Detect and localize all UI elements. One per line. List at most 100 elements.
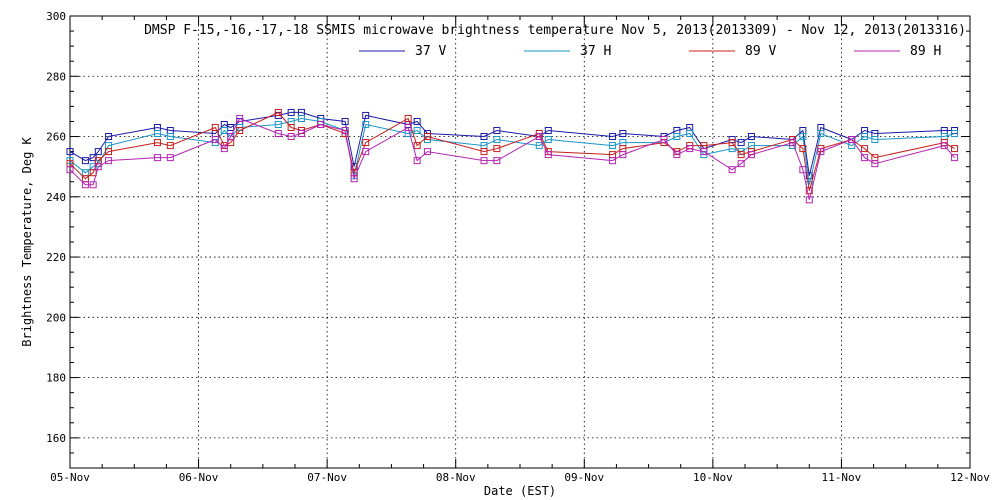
series-lines: [66, 108, 959, 204]
data-point-marker: [861, 145, 869, 153]
legend-label: 37 V: [415, 44, 446, 59]
y-axis-title: Brightness Temperature, Deg K: [20, 136, 34, 346]
data-point-marker: [297, 130, 305, 138]
data-point-marker: [81, 181, 89, 189]
chart-title: DMSP F-15,-16,-17,-18 SSMIS microwave br…: [144, 23, 966, 38]
x-tick-label: 05-Nov: [50, 471, 90, 484]
data-point-marker: [535, 142, 543, 150]
data-point-marker: [609, 142, 617, 150]
y-tick-label: 300: [46, 10, 66, 23]
data-point-marker: [287, 123, 295, 131]
data-point-marker: [805, 196, 813, 204]
data-point-marker: [951, 130, 959, 138]
data-point-marker: [362, 148, 370, 156]
data-point-marker: [350, 175, 358, 183]
data-point-marker: [66, 148, 74, 156]
legend-label: 89 V: [745, 44, 776, 59]
series-line: [69, 111, 955, 191]
y-tick-label: 260: [46, 131, 66, 144]
data-point-marker: [105, 148, 113, 156]
y-tick-label: 240: [46, 191, 66, 204]
x-tick-label: 12-Nov: [950, 471, 990, 484]
data-point-marker: [609, 133, 617, 141]
data-point-marker: [535, 133, 543, 141]
data-point-marker: [153, 130, 161, 138]
data-point-marker: [297, 114, 305, 122]
data-point-marker: [413, 157, 421, 165]
data-point-marker: [413, 142, 421, 150]
x-tick-label: 07-Nov: [307, 471, 347, 484]
data-point-marker: [166, 142, 174, 150]
grid: [70, 16, 970, 468]
data-point-marker: [480, 157, 488, 165]
data-point-marker: [861, 133, 869, 141]
data-point-marker: [817, 148, 825, 156]
data-point-marker: [799, 145, 807, 153]
data-point-marker: [413, 127, 421, 135]
data-point-marker: [493, 145, 501, 153]
data-point-marker: [105, 133, 113, 141]
x-tick-label: 10-Nov: [693, 471, 733, 484]
data-point-marker: [737, 139, 745, 147]
x-tick-label: 09-Nov: [564, 471, 604, 484]
data-point-marker: [619, 130, 627, 138]
data-point-marker: [81, 157, 89, 165]
y-tick-label: 160: [46, 432, 66, 445]
data-point-marker: [799, 133, 807, 141]
data-point-marker: [686, 130, 694, 138]
data-point-marker: [341, 127, 349, 135]
x-tick-label: 11-Nov: [822, 471, 862, 484]
data-point-marker: [544, 151, 552, 159]
data-point-marker: [362, 120, 370, 128]
data-point-marker: [274, 108, 282, 116]
legend: 37 V 37 H 89 V 89 H: [359, 44, 941, 59]
data-point-marker: [747, 151, 755, 159]
data-point-marker: [236, 127, 244, 135]
data-point-marker: [799, 166, 807, 174]
data-point-marker: [673, 151, 681, 159]
data-point-marker: [166, 133, 174, 141]
data-point-marker: [493, 136, 501, 144]
data-point-marker: [89, 181, 97, 189]
data-point-marker: [105, 157, 113, 165]
x-tick-label: 06-Nov: [179, 471, 219, 484]
series-line: [69, 117, 955, 200]
data-point-marker: [220, 127, 228, 135]
y-tick-label: 220: [46, 251, 66, 264]
data-point-marker: [236, 114, 244, 122]
data-point-marker: [848, 136, 856, 144]
data-point-marker: [686, 145, 694, 153]
data-point-marker: [480, 133, 488, 141]
data-point-marker: [404, 123, 412, 131]
series-37-v: [66, 108, 959, 180]
data-point-marker: [211, 136, 219, 144]
axes: 160 180 200 220 240 260 280 300 05-Nov 06-Nov 07-N…: [46, 10, 990, 484]
data-point-marker: [413, 117, 421, 125]
data-point-marker: [66, 166, 74, 174]
series-89-h: [66, 114, 959, 204]
data-point-marker: [871, 136, 879, 144]
data-point-marker: [737, 160, 745, 168]
data-point-marker: [423, 133, 431, 141]
data-point-marker: [660, 136, 668, 144]
x-tick-label: 08-Nov: [436, 471, 476, 484]
y-tick-label: 280: [46, 70, 66, 83]
data-point-marker: [362, 139, 370, 147]
x-axis-title: Date (EST): [484, 484, 556, 498]
data-point-marker: [789, 139, 797, 147]
data-point-marker: [544, 127, 552, 135]
data-point-marker: [871, 160, 879, 168]
y-tick-label: 200: [46, 311, 66, 324]
data-point-marker: [94, 148, 102, 156]
data-point-marker: [404, 114, 412, 122]
data-point-marker: [274, 130, 282, 138]
data-point-marker: [673, 133, 681, 141]
data-point-marker: [423, 148, 431, 156]
data-point-marker: [493, 157, 501, 165]
data-point-marker: [274, 120, 282, 128]
legend-label: 89 H: [910, 44, 941, 59]
data-point-marker: [805, 187, 813, 195]
data-point-marker: [287, 108, 295, 116]
legend-label: 37 H: [580, 44, 611, 59]
